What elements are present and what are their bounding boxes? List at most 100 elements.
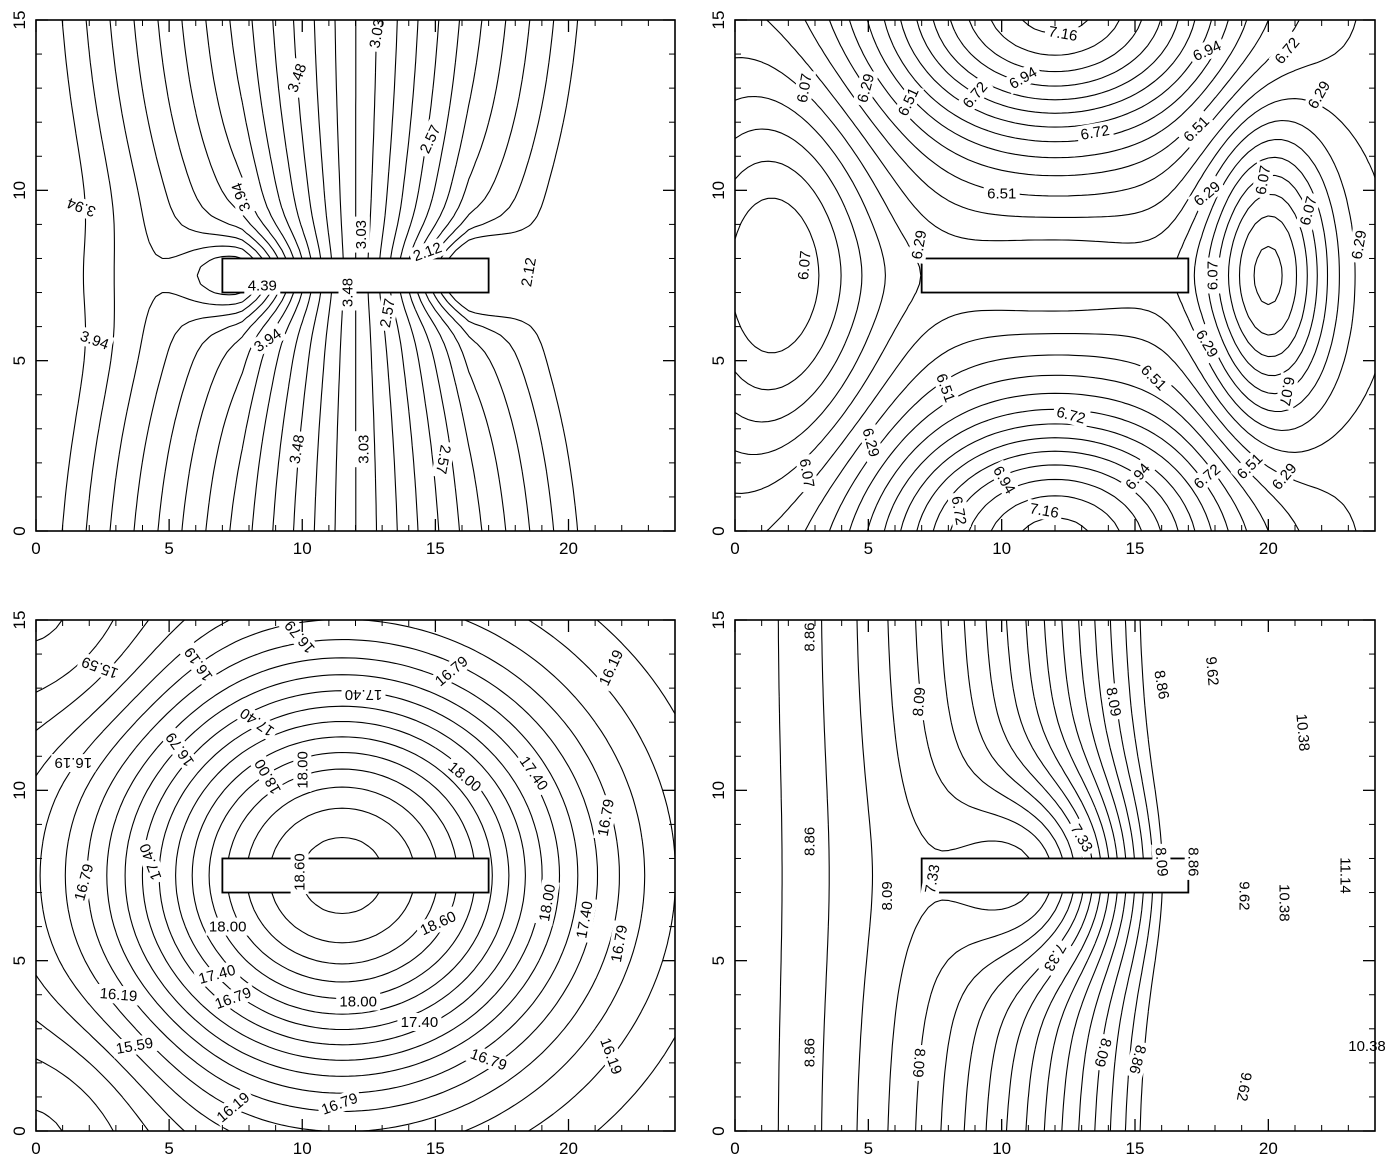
- plate-rectangle: [922, 258, 1189, 292]
- y-tick-label: 15: [709, 11, 728, 30]
- contour-line: [822, 620, 830, 1131]
- contour-label: 9.62: [1202, 652, 1223, 689]
- y-tick-label: 0: [10, 526, 29, 535]
- contour-label-text: 9.62: [1233, 1071, 1255, 1103]
- contour-label: 18.00: [293, 748, 311, 792]
- contour-label: 6.29: [1266, 457, 1303, 496]
- contour-label: 3.03: [352, 217, 370, 253]
- y-tick-label: 15: [709, 611, 728, 630]
- contour-label-text: 7.16: [1047, 23, 1079, 45]
- contour-label: 2.57: [431, 440, 455, 479]
- y-tick-label: 5: [10, 956, 29, 965]
- y-tick-label: 0: [709, 1126, 728, 1135]
- contour-label: 8.09: [1151, 843, 1172, 880]
- contour-label-text: 15.59: [80, 653, 121, 682]
- contour-label: 11.14: [1337, 854, 1355, 898]
- contour-label-text: 8.09: [1102, 686, 1124, 718]
- x-tick-label: 10: [293, 1139, 312, 1158]
- contour-label-text: 3.03: [366, 18, 388, 50]
- y-tick-label: 10: [10, 181, 29, 200]
- x-tick-label: 20: [1259, 539, 1278, 558]
- contour-label: 8.09: [908, 683, 929, 720]
- contour-label: 10.38: [1292, 710, 1314, 755]
- contour-label: 6.51: [984, 185, 1020, 203]
- contour-label: 18.00: [535, 880, 560, 926]
- contour-label: 7.33: [1038, 937, 1072, 977]
- contour-label-text: 18.60: [292, 853, 309, 891]
- contour-label: 17.40: [514, 750, 554, 796]
- contour-label: 6.72: [1269, 31, 1306, 70]
- contour-label: 8.09: [908, 1044, 929, 1081]
- x-tick-label: 0: [31, 1139, 40, 1158]
- x-tick-label: 20: [559, 1139, 578, 1158]
- contour-label-text: 3.03: [356, 435, 373, 464]
- contour-label-text: 16.79: [213, 984, 254, 1013]
- contour-label-text: 3.03: [353, 220, 370, 249]
- contour-label-text: 7.16: [1028, 500, 1060, 522]
- contour-label: 8.86: [801, 619, 819, 655]
- contour-label-text: 8.86: [1125, 1043, 1149, 1076]
- contour-label-text: 16.79: [595, 798, 618, 838]
- contour-label: 8.86: [1124, 1040, 1151, 1079]
- contour-label-text: 17.40: [197, 962, 238, 988]
- contour-label-text: 6.07: [1204, 261, 1221, 290]
- x-tick-label: 5: [164, 1139, 173, 1158]
- y-tick-label: 5: [709, 356, 728, 365]
- contour-label: 7.16: [1044, 22, 1083, 46]
- contour-label: 3.48: [339, 275, 357, 311]
- contour-label: 16.19: [96, 984, 141, 1006]
- contour-label: 6.07: [1251, 161, 1275, 200]
- x-tick-label: 15: [1126, 1139, 1145, 1158]
- contour-line: [62, 20, 238, 531]
- contour-label: 3.94: [75, 326, 115, 355]
- contour-label: 6.94: [988, 460, 1022, 500]
- contour-label-text: 18.00: [209, 919, 247, 936]
- contour-label-text: 6.29: [859, 426, 883, 459]
- contour-label: 16.19: [51, 754, 95, 772]
- contour-label-text: 3.94: [228, 180, 254, 213]
- contour-label-text: 16.19: [99, 985, 138, 1005]
- contour-label: 6.94: [1187, 35, 1227, 67]
- contour-line: [778, 620, 782, 1131]
- contour-label: 3.03: [355, 431, 373, 467]
- y-tick-label: 0: [10, 1126, 29, 1135]
- y-tick-label: 15: [10, 11, 29, 30]
- contour-label-text: 6.51: [987, 186, 1016, 203]
- contour-label: 6.07: [795, 454, 819, 493]
- contour-label: 2.57: [375, 294, 399, 333]
- contour-label: 18.00: [206, 918, 250, 936]
- x-tick-label: 10: [293, 539, 312, 558]
- contour-label: 17.40: [193, 960, 240, 989]
- contour-label-text: 18.00: [251, 756, 284, 797]
- contour-label: 17.40: [234, 702, 280, 742]
- contour-label-text: 10.38: [1348, 1038, 1386, 1055]
- y-tick-label: 15: [10, 611, 29, 630]
- contour-label-text: 6.07: [1253, 164, 1275, 196]
- contour-label: 16.19: [210, 1086, 255, 1128]
- contour-line: [857, 620, 873, 1131]
- contour-label: 6.51: [893, 82, 925, 122]
- x-tick-label: 20: [559, 539, 578, 558]
- contour-label: 8.09: [1102, 683, 1126, 722]
- contour-label: 3.94: [61, 193, 101, 222]
- contour-label: 16.19: [595, 1032, 627, 1080]
- contour-label: 6.07: [792, 69, 816, 108]
- y-tick-label: 0: [709, 526, 728, 535]
- contour-label-text: 17.40: [573, 900, 596, 940]
- contour-label: 8.09: [1090, 1033, 1117, 1072]
- contour-label-text: 3.94: [65, 194, 98, 220]
- x-tick-label: 5: [164, 539, 173, 558]
- contour-label-text: 2.12: [518, 256, 540, 288]
- contour-label: 8.09: [878, 878, 896, 914]
- contour-label: 16.19: [178, 641, 218, 687]
- x-tick-label: 0: [31, 539, 40, 558]
- x-tick-label: 0: [730, 539, 739, 558]
- plate-rectangle: [222, 858, 488, 892]
- contour-label-text: 3.94: [78, 328, 111, 354]
- contour-label: 6.07: [1275, 372, 1299, 411]
